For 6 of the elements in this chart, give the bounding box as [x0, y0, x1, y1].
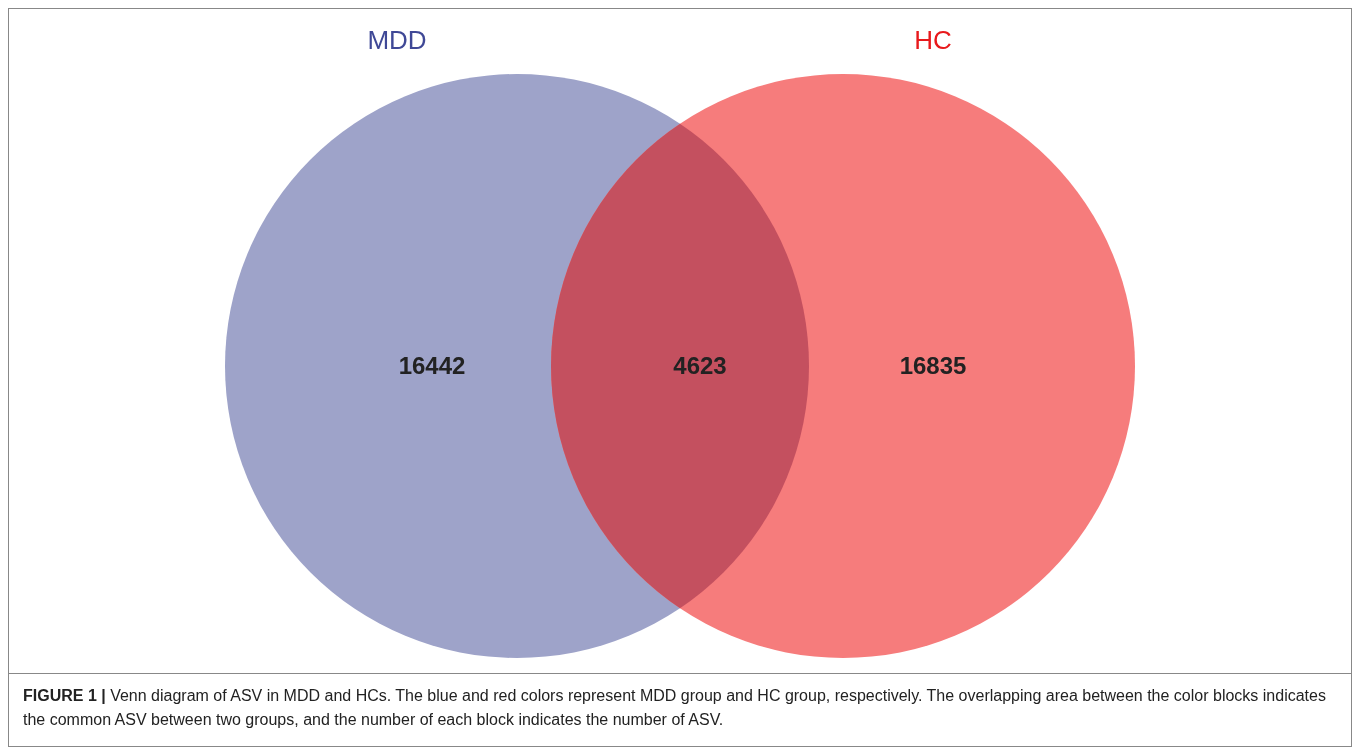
text: HC — [914, 25, 952, 55]
data-label: 4623 — [673, 352, 727, 379]
caption: FIGURE 1 | Venn diagram of ASV in MDD and HCs. The blue and red colors represent MDD group and HC group, respectively. The overlapping area between the color blocks indicates the common ASV between two groups, and the number of each block indicates the number of ASV. — [9, 673, 1351, 746]
data-label: 16442 — [398, 352, 466, 379]
text: MDD — [367, 25, 427, 55]
data-label: 16835 — [899, 352, 967, 379]
